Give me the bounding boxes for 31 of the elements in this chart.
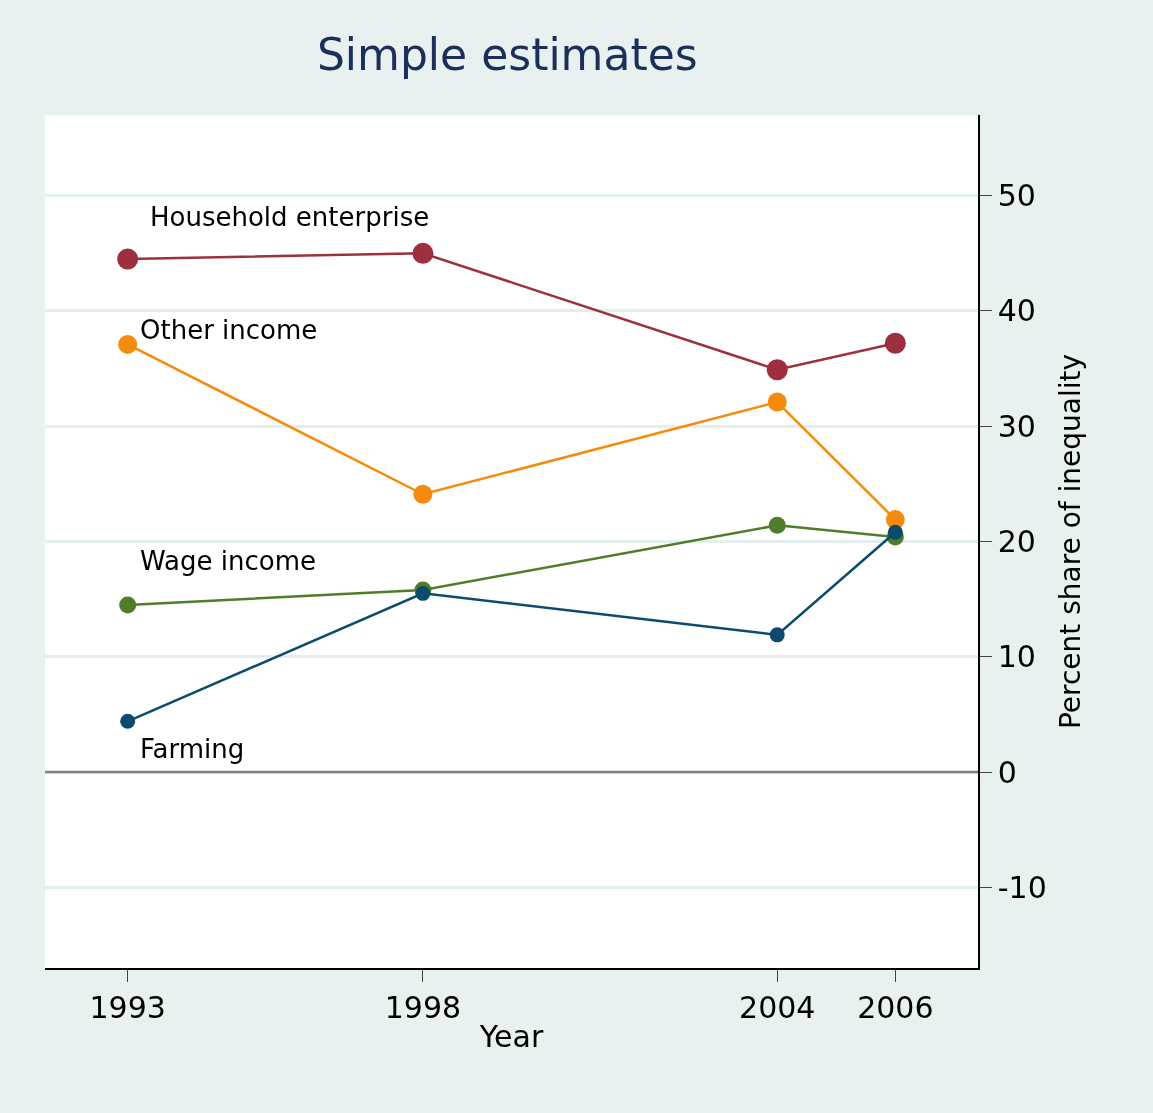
point (415, 585, 431, 601)
y-tick-label: 20 (997, 524, 1036, 559)
series-label: Farming (140, 734, 245, 764)
point (413, 484, 433, 504)
y-axis-title: Percent share of inequality (1054, 353, 1088, 730)
point (767, 392, 787, 412)
series-label: Other income (140, 315, 318, 345)
point (117, 248, 139, 270)
point (412, 242, 434, 264)
point (120, 713, 136, 729)
x-tick-label: 1993 (89, 989, 166, 1025)
series-label: Wage income (140, 546, 316, 576)
point (118, 334, 138, 354)
point (769, 627, 785, 643)
point (119, 596, 137, 614)
series-label: Household enterprise (150, 202, 430, 232)
y-tick-label: 0 (997, 754, 1017, 790)
point (884, 332, 906, 354)
point (766, 359, 788, 381)
y-tick-label: -10 (997, 869, 1047, 905)
point (887, 524, 903, 540)
point (768, 516, 786, 534)
x-axis-title: Year (478, 1018, 544, 1054)
x-tick-label: 1998 (384, 989, 462, 1025)
x-tick-label: 2004 (739, 989, 816, 1025)
x-tick-label: 2006 (857, 989, 934, 1025)
y-tick-label: 50 (997, 178, 1036, 214)
y-tick-label: 10 (997, 639, 1036, 675)
y-tick-label: 30 (997, 408, 1036, 444)
y-tick-label: 40 (997, 293, 1036, 329)
chart-title: Simple estimates (316, 28, 698, 80)
